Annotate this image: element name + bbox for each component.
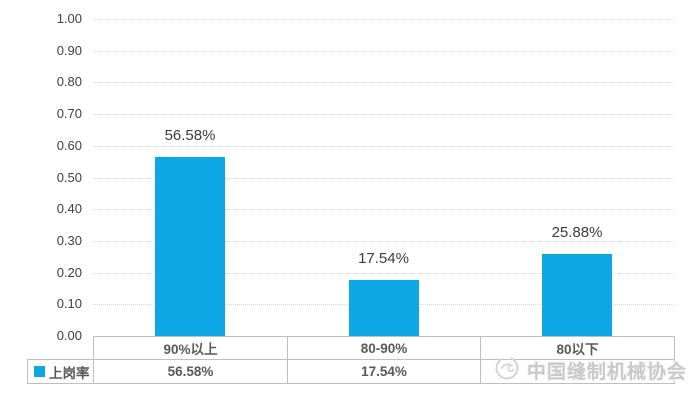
table-category-cell: 90%以上 bbox=[93, 336, 288, 360]
gridline bbox=[93, 177, 674, 179]
legend-swatch-icon bbox=[34, 366, 45, 377]
y-axis-tick-label: 0.00 bbox=[56, 328, 82, 343]
gridline bbox=[93, 240, 674, 242]
y-axis-tick-label: 0.90 bbox=[56, 42, 82, 58]
legend: 上岗率 bbox=[27, 359, 94, 384]
gridline bbox=[93, 209, 674, 211]
y-axis-tick-label: 0.70 bbox=[56, 106, 82, 122]
y-axis-tick-label: 0.60 bbox=[56, 137, 82, 153]
y-axis-tick-label: 0.50 bbox=[56, 169, 82, 185]
table-category-cell: 80-90% bbox=[287, 336, 481, 360]
gridline bbox=[93, 114, 674, 116]
bar bbox=[348, 280, 419, 336]
bar-data-label: 56.58% bbox=[164, 127, 216, 144]
bar-data-label: 17.54% bbox=[358, 250, 409, 267]
y-axis-tick-label: 0.40 bbox=[56, 201, 82, 217]
gridline bbox=[93, 82, 674, 84]
legend-label: 上岗率 bbox=[49, 365, 90, 381]
gridline bbox=[93, 272, 674, 274]
y-axis-tick-label: 0.30 bbox=[56, 232, 82, 248]
gridline bbox=[93, 50, 674, 52]
y-axis-tick-label: 0.80 bbox=[56, 74, 82, 90]
table-value-cell: 56.58% bbox=[93, 359, 288, 384]
y-axis-tick-label: 0.20 bbox=[56, 264, 82, 280]
gridline bbox=[93, 145, 674, 147]
table-category-cell: 80以下 bbox=[480, 336, 675, 360]
table-value-cell bbox=[480, 359, 675, 384]
gridline bbox=[93, 19, 674, 20]
table-value-cell: 17.54% bbox=[287, 359, 481, 384]
bar bbox=[542, 254, 612, 336]
y-axis-tick-label: 0.10 bbox=[56, 296, 82, 312]
bar-data-label: 25.88% bbox=[551, 224, 603, 241]
bar bbox=[155, 157, 225, 336]
y-axis-tick-label: 1.00 bbox=[56, 11, 82, 26]
